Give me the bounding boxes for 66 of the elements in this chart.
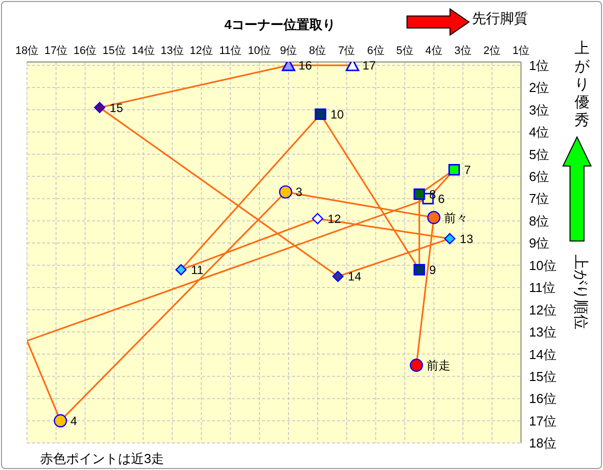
y-tick-label: 2位 [529,80,550,96]
x-tick-label: 4位 [425,45,442,57]
x-axis-title: 4コーナー位置取り [223,16,337,34]
text: 先行脚質 [472,10,528,28]
x-tick-label: 2位 [483,45,501,57]
y-tick-label: 14位 [529,346,556,362]
annotation: 13 [460,232,474,246]
point [427,210,440,224]
point [448,164,460,176]
y-tick-label: 5位 [529,146,550,162]
annotation: 4 [70,414,78,428]
x-tick-label: 12位 [190,45,213,57]
text: 上がり優秀 [574,40,590,130]
y-tick-label: 1位 [529,58,550,73]
y-tick-label: 15位 [529,368,556,384]
x-tick-label: 14位 [132,45,155,57]
point [312,213,324,224]
point [414,188,426,200]
y-tick-label: 6位 [529,169,550,184]
x-tick-label: 10位 [248,45,272,57]
annotation: 11 [191,262,204,277]
y-tick-label: 18位 [529,436,556,451]
y-tick-label: 13位 [529,324,556,340]
point [414,264,426,276]
y-tick-label: 3位 [529,102,550,118]
y-tick-label: 9位 [529,236,550,251]
text: 赤色ポイントは近3走 [40,450,164,468]
x-tick-label: 9位 [280,45,298,57]
y-tick-label: 10位 [529,258,556,273]
x-tick-label: 16位 [73,45,97,57]
point [444,233,456,244]
annotation: 9 [429,262,436,277]
point [314,108,326,120]
x-tick-label: 3位 [454,45,472,57]
x-tick-label: 7位 [338,45,356,57]
annotation: 6 [438,192,446,206]
annotation: 7 [464,163,472,178]
annotation: 前走 [426,358,450,373]
y-tick-label: 16位 [529,391,556,406]
x-tick-label: 15位 [102,45,126,57]
y-tick-label: 12位 [529,302,556,318]
y-tick-label: 8位 [529,213,550,228]
x-tick-label: 13位 [160,45,184,57]
y-tick-label: 4位 [529,124,550,140]
annotation: 14 [348,270,362,284]
point [279,185,292,199]
annotation: 17 [362,58,376,73]
point [54,414,68,428]
point [410,358,423,372]
x-tick-label: 11位 [219,45,242,57]
y-tick-label: 7位 [529,191,550,206]
x-tick-label: 8位 [309,45,326,57]
x-tick-label: 1位 [512,45,530,57]
x-tick-label: 6位 [367,45,384,57]
y-tick-label: 17位 [529,413,556,428]
point [94,102,106,114]
x-tick-label: 5位 [396,45,414,57]
annotation: 15 [110,100,124,115]
y-tick-label: 11位 [529,280,556,296]
annotation: 前々 [444,210,468,225]
y-axis-title: 上がり順位 [572,254,590,330]
point [332,270,344,282]
x-tick-label: 18位 [15,45,39,57]
x-tick-label: 17位 [44,45,68,57]
point [175,264,187,276]
annotation: 10 [330,107,344,122]
